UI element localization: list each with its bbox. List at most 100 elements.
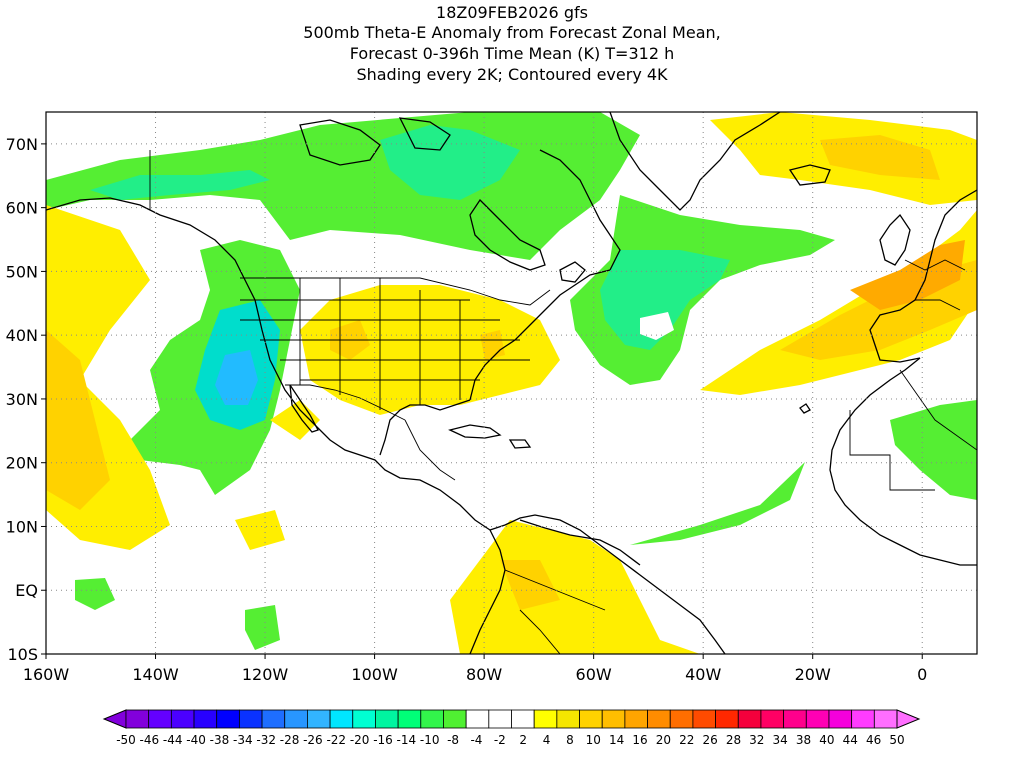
lat-label: EQ (15, 581, 38, 600)
colorbar-label: -46 (140, 733, 160, 747)
border-states-2 (240, 299, 530, 381)
colorbar-swatch (261, 709, 286, 729)
border-africa-2 (899, 369, 977, 451)
colorbar-arrow-left (102, 709, 127, 729)
anomaly-shading (46, 112, 977, 654)
border-europe (904, 259, 966, 311)
shade-yellow-eatl (700, 210, 977, 395)
colorbar-label: 4 (543, 733, 551, 747)
colorbar-label: -22 (326, 733, 346, 747)
shade-gold-greenland (820, 135, 940, 180)
colorbar-swatch (533, 709, 558, 729)
shade-yellow-samerica (450, 520, 700, 654)
coast-arctic-islands2 (398, 117, 451, 151)
colorbar-swatch (125, 709, 150, 729)
colorbar-label: -14 (397, 733, 417, 747)
shade-green-tropical (630, 462, 805, 545)
border-states-1 (299, 278, 461, 410)
coast-africa (829, 357, 977, 566)
gridlines (46, 112, 977, 654)
colorbar-label: 40 (819, 733, 834, 747)
coast-hispaniola (508, 439, 532, 449)
lat-label: 10N (6, 517, 38, 536)
colorbar-label: -40 (186, 733, 206, 747)
coast-cuba (448, 424, 502, 439)
colorbar-swatch (329, 709, 354, 729)
shade-yellow-mexico (270, 400, 320, 440)
colorbar-swatch (624, 709, 648, 729)
colorbar-swatch (488, 709, 512, 729)
coast-newfoundland (559, 261, 586, 283)
coast-canada-ne (539, 149, 621, 271)
colorbar: -50 -46 -44 -40 -38 -34 -32 -28 -26 -22 -20 -16 -14-… (102, 709, 921, 747)
lat-label: 10S (7, 645, 38, 664)
coast-usa-east (489, 514, 726, 654)
colorbar-swatch (193, 709, 218, 729)
coast-canary (799, 403, 811, 414)
latitude-labels: 70N 60N 50N 40N 30N 20N 10N EQ 10S (6, 135, 46, 664)
colorbar-label: -50 (116, 733, 136, 747)
coast-iceland (788, 164, 831, 186)
coast-florida (469, 269, 611, 401)
colorbar-swatch (579, 709, 603, 729)
political-borders (149, 150, 977, 654)
colorbar-swatch (737, 709, 762, 729)
border-mexico-central (404, 419, 456, 481)
coast-gulf (379, 399, 471, 456)
colorbar-swatch (873, 709, 898, 729)
shade-gold-usa2 (480, 330, 505, 360)
shade-green-africa (890, 400, 977, 500)
colorbar-swatch (692, 709, 716, 729)
title-line-4: Shading every 2K; Contoured every 4K (356, 65, 668, 84)
lat-label: 40N (6, 326, 38, 345)
shade-cyan-pacific (215, 350, 258, 405)
colorbar-label: 44 (843, 733, 858, 747)
colorbar-label: 20 (656, 733, 671, 747)
colorbar-swatch (805, 709, 830, 729)
colorbar-swatch (170, 709, 195, 729)
shade-gold-samerica (500, 560, 560, 610)
colorbar-label: -10 (420, 733, 440, 747)
lat-label: 50N (6, 262, 38, 281)
colorbar-label: 28 (726, 733, 741, 747)
coast-samerica (469, 529, 506, 654)
colorbar-label: -44 (163, 733, 183, 747)
colorbar-label: -8 (447, 733, 459, 747)
lon-label: 80W (466, 665, 502, 684)
shade-yellow-usa (300, 285, 560, 415)
colorbar-swatch (715, 709, 739, 729)
colorbar-label: -26 (303, 733, 323, 747)
colorbar-swatch (669, 709, 694, 729)
shade-orange-eatl (850, 240, 965, 310)
longitude-labels: 160W 140W 120W 100W 80W 60W 40W 20W 0 (23, 654, 927, 684)
lon-label: 140W (132, 665, 179, 684)
colorbar-swatch (352, 709, 376, 729)
coast-uk (879, 213, 911, 266)
border-samerica (504, 569, 606, 654)
colorbar-label: 2 (519, 733, 527, 747)
coast-alaska (46, 197, 491, 531)
shade-white-atlantic (640, 312, 674, 340)
lon-label: 160W (23, 665, 70, 684)
coast-greenland (609, 112, 781, 211)
lat-label: 60N (6, 199, 38, 218)
colorbar-swatch (556, 709, 580, 729)
title-line-3: Forecast 0-396h Time Mean (K) T=312 h (349, 44, 675, 63)
colorbar-swatch (647, 709, 671, 729)
colorbar-label: 38 (796, 733, 811, 747)
border-us-canada (240, 277, 551, 306)
colorbar-swatch (465, 709, 490, 729)
lon-label: 20W (795, 665, 831, 684)
title-line-2: 500mb Theta-E Anomaly from Forecast Zona… (303, 23, 721, 42)
colorbar-swatch (443, 709, 467, 729)
colorbar-label: 10 (586, 733, 601, 747)
lon-label: 100W (351, 665, 398, 684)
colorbar-swatch (851, 709, 875, 729)
plot-frame (45, 111, 978, 655)
colorbar-label: -34 (233, 733, 253, 747)
title-line-1: 18Z09FEB2026 gfs (436, 3, 588, 22)
colorbar-label: -2 (494, 733, 506, 747)
colorbar-swatch (216, 709, 240, 729)
